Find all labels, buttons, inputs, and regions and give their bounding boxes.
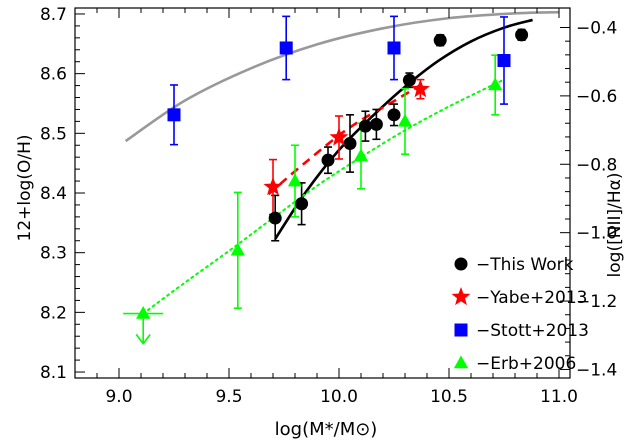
x-tick-label: 9.5 <box>215 387 242 407</box>
point-this-work <box>321 153 335 167</box>
x-tick-label: 9.0 <box>105 387 132 407</box>
fit-curve-3 <box>142 78 505 315</box>
y-right-tick-label: −0.6 <box>576 87 617 107</box>
point-yabe-2013 <box>263 177 283 196</box>
point-this-work <box>358 119 372 133</box>
point-erb-2006 <box>136 306 151 319</box>
point-this-work <box>295 197 309 211</box>
point-stott-2013 <box>387 41 401 55</box>
axis-labels: 12+log(O/H) log([NII]/Hα) log(M*/M⊙) <box>15 135 625 440</box>
legend-marker <box>454 257 468 271</box>
point-yabe-2013 <box>410 79 430 98</box>
point-this-work <box>369 117 383 131</box>
legend-marker <box>454 323 468 337</box>
point-erb-2006 <box>488 77 503 91</box>
point-stott-2013 <box>497 54 511 68</box>
point-this-work <box>402 73 416 87</box>
axes: 9.0 9.5 10.0 10.5 11.0 8.1 8.2 8.3 8.4 8.5 8.6 8.7 −… <box>40 5 617 407</box>
fit-curve-0 <box>124 10 560 143</box>
y-tick-label: 8.1 <box>40 363 67 383</box>
legend-label: −Stott+2013 <box>476 321 589 341</box>
x-axis-label: log(M*/M⊙) <box>275 419 378 440</box>
point-erb-2006 <box>287 173 303 187</box>
point-this-work <box>515 28 529 42</box>
y-tick-label: 8.6 <box>40 65 67 85</box>
data-markers <box>136 28 529 319</box>
y-tick-label: 8.3 <box>40 244 67 264</box>
point-erb-2006 <box>230 242 245 256</box>
upper-limit-arrow <box>135 334 151 345</box>
legend: −This Work −Yabe+2013 −Stott+2013 −Erb+2006 <box>451 255 589 374</box>
y-tick-label: 8.7 <box>40 5 67 25</box>
point-stott-2013 <box>167 108 181 122</box>
y-tick-label: 8.5 <box>40 124 67 144</box>
point-this-work <box>433 33 447 47</box>
legend-label: −Yabe+2013 <box>476 288 587 308</box>
legend-label: −This Work <box>476 255 574 275</box>
x-tick-label: 11.0 <box>540 387 578 407</box>
legend-label: −Erb+2006 <box>476 354 576 374</box>
point-yabe-2013 <box>329 127 349 146</box>
point-erb-2006 <box>397 113 413 127</box>
point-this-work <box>268 211 282 225</box>
y-right-axis-label: log([NII]/Hα) <box>605 173 625 278</box>
y-right-tick-label: −1.0 <box>576 224 617 244</box>
x-tick-label: 10.0 <box>320 387 358 407</box>
y-right-tick-label: −0.8 <box>576 155 617 175</box>
y-tick-label: 8.2 <box>40 303 67 323</box>
y-right-tick-label: −1.2 <box>576 292 617 312</box>
y-right-tick-label: −1.4 <box>576 360 617 380</box>
legend-marker <box>453 355 469 369</box>
x-tick-label: 10.5 <box>430 387 468 407</box>
y-axis-label: 12+log(O/H) <box>15 135 35 242</box>
y-right-tick-label: −0.4 <box>576 18 617 38</box>
point-stott-2013 <box>279 41 293 55</box>
point-erb-2006 <box>353 148 369 162</box>
fit-curve-1 <box>274 18 533 240</box>
point-this-work <box>387 108 401 122</box>
y-tick-label: 8.4 <box>40 184 67 204</box>
point-this-work <box>343 136 357 150</box>
legend-marker <box>451 287 471 306</box>
